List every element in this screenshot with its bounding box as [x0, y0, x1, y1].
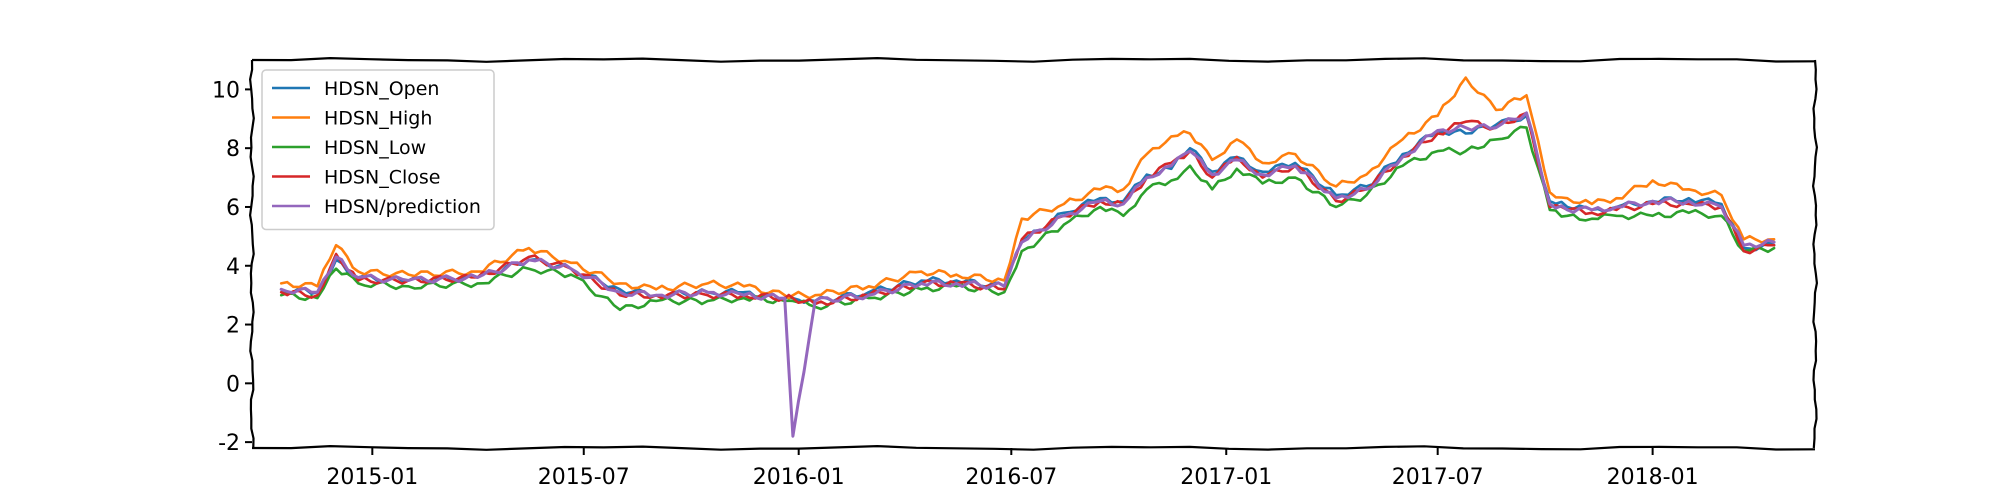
y-tick-label: 4	[226, 255, 240, 280]
y-tick-label: 8	[226, 137, 240, 162]
legend-label: HDSN_High	[324, 108, 432, 130]
x-tick-label: 2015-07	[538, 465, 630, 490]
legend-entry: HDSN_Low	[272, 137, 426, 159]
y-tick-label: 2	[226, 314, 240, 339]
series-line-hdsn-low	[279, 125, 1776, 312]
x-axis: 2015-01 2015-07 2016-01 2016-07 2017-01 2017-…	[326, 448, 1699, 490]
series-line-hdsn-high	[279, 76, 1776, 300]
x-tick-label: 2017-07	[1392, 465, 1484, 490]
series-layer	[279, 76, 1776, 438]
legend-label: HDSN_Low	[324, 137, 426, 159]
x-tick-label: 2016-07	[965, 465, 1057, 490]
plot-frame	[248, 56, 1819, 451]
legend-entry: HDSN/prediction	[272, 196, 481, 218]
y-axis: -2 0 2 4 6 8 10	[212, 78, 252, 456]
legend-entry: HDSN_Open	[272, 78, 439, 100]
x-tick-label: 2018-01	[1607, 465, 1699, 490]
frame-left	[248, 59, 255, 449]
y-tick-label: 6	[226, 196, 240, 221]
y-tick-label: 0	[226, 372, 240, 397]
frame-bottom	[251, 444, 1816, 451]
y-tick-label: -2	[218, 431, 240, 456]
legend-entry: HDSN_Close	[272, 167, 440, 189]
x-tick-label: 2016-01	[753, 465, 845, 490]
legend-label: HDSN/prediction	[324, 196, 481, 218]
legend-box	[261, 69, 495, 231]
legend-entry: HDSN_High	[272, 108, 432, 130]
frame-right	[1811, 59, 1819, 449]
legend: HDSN_Open HDSN_High HDSN_Low HDSN_Close HDSN…	[261, 69, 495, 231]
y-tick-label: 10	[212, 78, 240, 103]
x-tick-label: 2017-01	[1180, 465, 1272, 490]
frame-top	[251, 56, 1816, 63]
legend-label: HDSN_Close	[324, 167, 440, 189]
legend-label: HDSN_Open	[324, 78, 439, 100]
series-line-hdsn-close	[279, 111, 1776, 306]
series-line-hdsn-prediction	[279, 111, 1776, 438]
x-tick-label: 2015-01	[326, 465, 418, 490]
